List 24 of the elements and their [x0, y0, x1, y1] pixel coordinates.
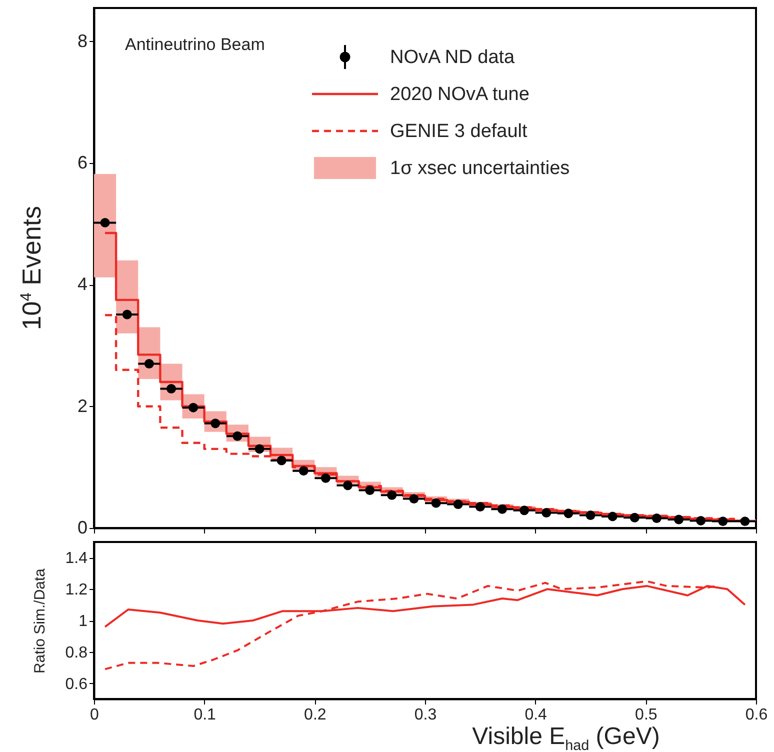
y-tick-label: 1.4	[65, 550, 88, 568]
y-tick-label: 0.6	[65, 676, 88, 693]
y-tick-label: 2	[77, 396, 88, 416]
x-tick-label: 0	[90, 706, 100, 724]
legend-label: 2020 NOvA tune	[390, 84, 530, 105]
y-tick-label: 1.2	[65, 582, 88, 599]
y-tick-label: 0	[77, 518, 88, 538]
y-tick-label: 8	[77, 30, 88, 51]
x-tick-label: 0.6	[745, 706, 768, 724]
x-tick-label: 0.5	[635, 706, 658, 724]
x-tick-label: 0.2	[304, 706, 326, 724]
legend-label: 1σ xsec uncertainties	[390, 158, 570, 179]
x-tick-label: 0.4	[524, 706, 548, 724]
legend-label: NOvA ND data	[390, 47, 516, 68]
annotation: Antineutrino Beam	[125, 35, 265, 54]
y-tick-label: 1	[78, 613, 88, 630]
y-tick-label: 0.8	[65, 644, 88, 662]
y-tick-label: 6	[77, 152, 88, 173]
y-tick-label: 4	[77, 274, 88, 294]
x-tick-label: 0.1	[194, 706, 216, 724]
x-axis-title: Visible E$_{had}$ (GeV)	[472, 723, 660, 752]
x-tick-label: 0.3	[414, 706, 437, 724]
y-axis-title: Ratio Sim./Data	[32, 568, 48, 674]
legend-label: GENIE 3 default	[390, 121, 528, 142]
